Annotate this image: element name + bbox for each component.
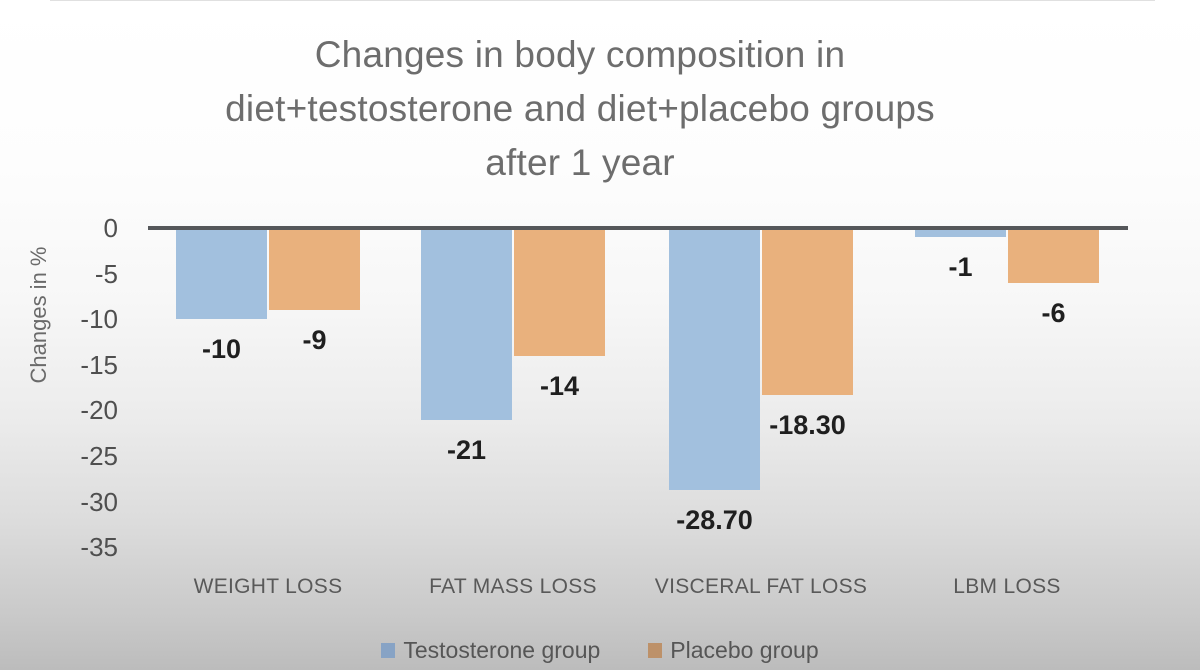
y-tick-label: -25 [80, 441, 118, 471]
bar-testosterone-3 [915, 230, 1006, 238]
bar-value-label: -9 [302, 325, 327, 356]
bar-testosterone-1 [421, 230, 512, 420]
category-label-0: WEIGHT LOSS [193, 575, 343, 598]
y-tick-label: -15 [80, 349, 118, 380]
chart-legend: Testosterone group Placebo group [0, 638, 1200, 662]
bar-value-label: -10 [201, 334, 242, 365]
zero-axis-line [148, 226, 1128, 230]
bar-value-label: -21 [446, 434, 487, 465]
bar-placebo-2 [762, 230, 853, 395]
category-label-1: FAT MASS LOSS [429, 575, 597, 598]
bar-placebo-1 [514, 230, 605, 356]
bar-value-label: -18.30 [769, 409, 846, 440]
legend-label: Testosterone group [403, 637, 601, 663]
chart-title-line-1: Changes in body composition in [314, 34, 846, 75]
bar-placebo-0 [269, 230, 360, 311]
top-edge-artifact [50, 0, 1155, 1]
bar-value-label: -28.70 [676, 504, 753, 535]
bar-value-label: -6 [1041, 297, 1066, 328]
bar-testosterone-2 [669, 230, 760, 490]
bar-testosterone-0 [176, 230, 267, 320]
legend-item-testosterone: Testosterone group [381, 638, 600, 662]
y-tick-label: 0 [103, 213, 118, 243]
legend-marker-icon [381, 642, 396, 658]
category-label-2: VISCERAL FAT LOSS [654, 575, 868, 598]
y-tick-label: -10 [80, 304, 118, 335]
legend-marker-icon [648, 642, 663, 658]
chart-title-line-2: diet+testosterone and diet+placebo group… [225, 88, 935, 129]
y-tick-label: -5 [94, 258, 118, 289]
y-tick-label: -30 [80, 486, 118, 517]
chart-title: Changes in body composition in diet+test… [0, 28, 1160, 190]
chart-title-line-3: after 1 year [485, 142, 675, 183]
legend-item-placebo: Placebo group [648, 637, 819, 663]
bar-value-label: -1 [948, 252, 973, 283]
bar-value-label: -14 [539, 370, 580, 401]
legend-label: Placebo group [670, 637, 819, 663]
y-tick-label: -35 [80, 532, 118, 563]
y-tick-label: -20 [80, 395, 118, 426]
category-label-3: LBM LOSS [953, 575, 1061, 598]
bar-placebo-3 [1008, 230, 1099, 283]
